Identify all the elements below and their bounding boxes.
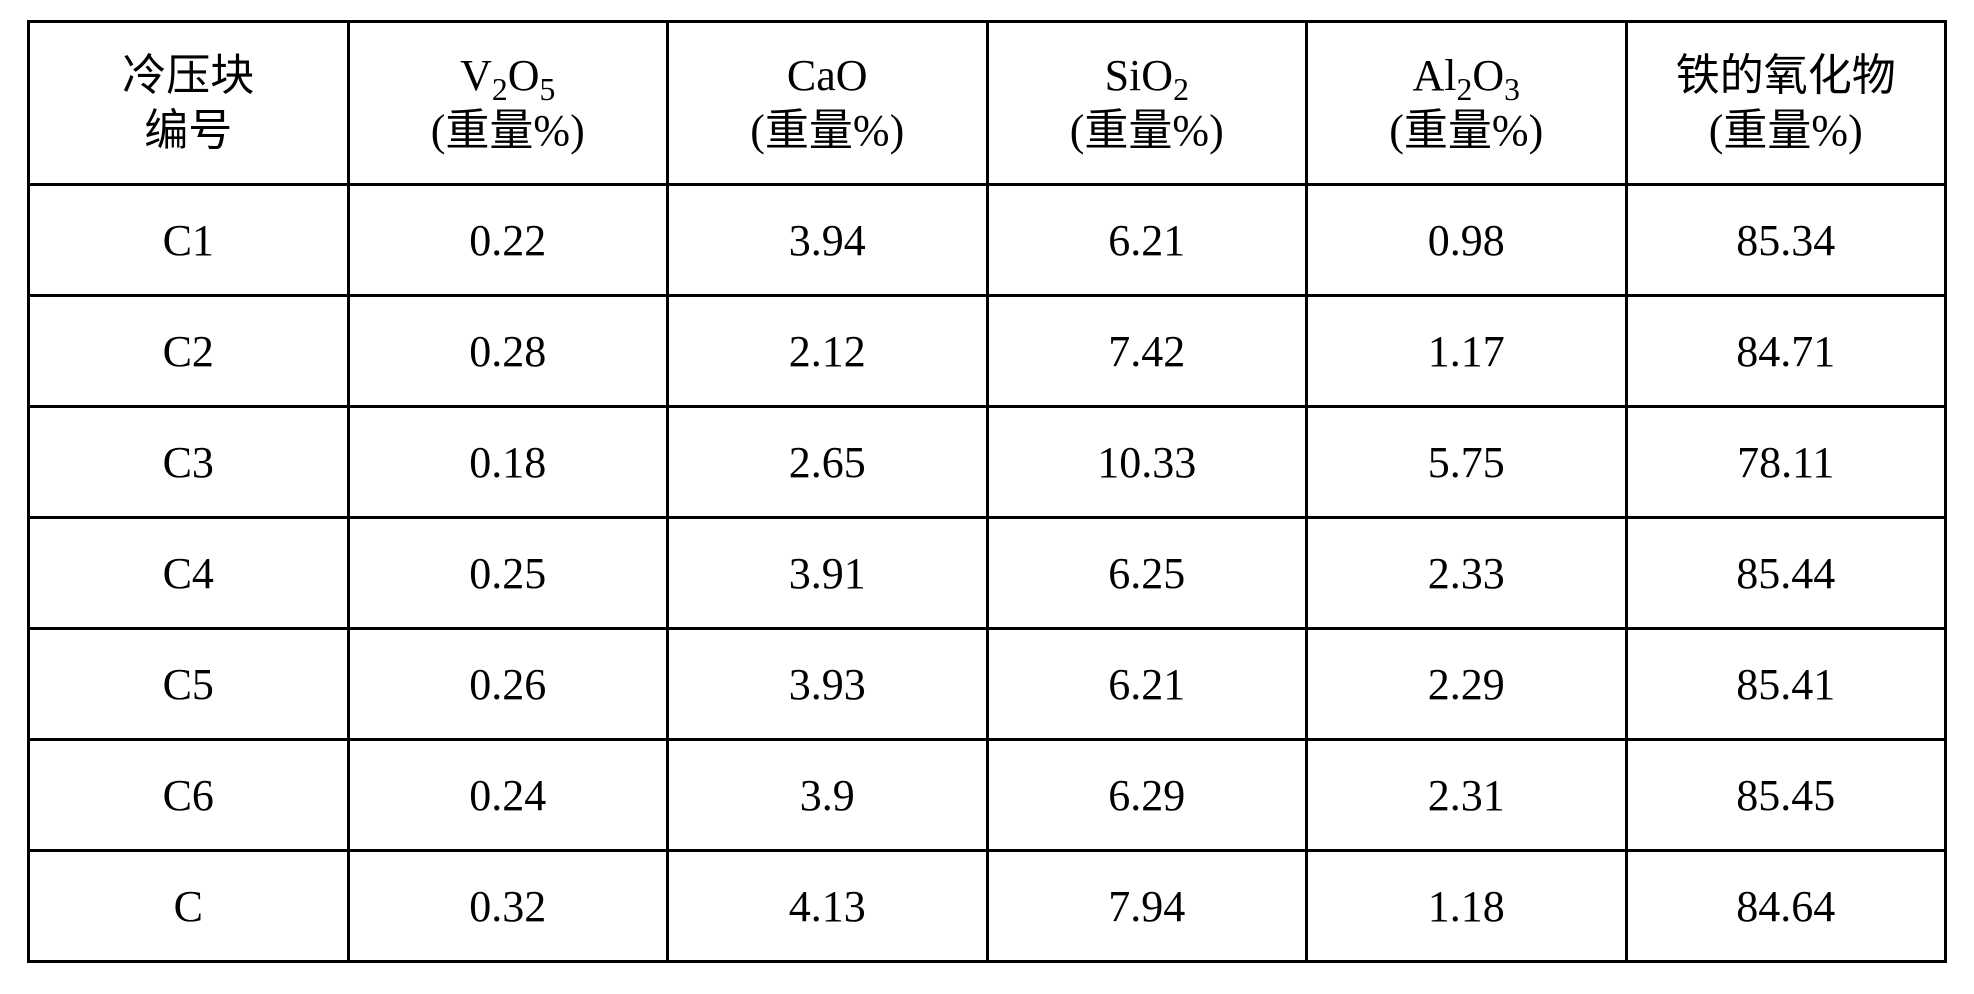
col-header-al2o3-unit: (重量%) <box>1308 103 1625 158</box>
table-row: C 0.32 4.13 7.94 1.18 84.64 <box>29 851 1946 962</box>
cell-id: C6 <box>29 740 349 851</box>
col-header-iron-oxide: 铁的氧化物 (重量%) <box>1626 22 1946 185</box>
table-row: C3 0.18 2.65 10.33 5.75 78.11 <box>29 407 1946 518</box>
col-header-al2o3: Al2O3 (重量%) <box>1307 22 1627 185</box>
cell-v2o5: 0.25 <box>348 518 668 629</box>
cell-sio2: 6.29 <box>987 740 1307 851</box>
table-row: C4 0.25 3.91 6.25 2.33 85.44 <box>29 518 1946 629</box>
cell-v2o5: 0.26 <box>348 629 668 740</box>
col-header-sio2: SiO2 (重量%) <box>987 22 1307 185</box>
cell-id: C2 <box>29 296 349 407</box>
cell-id: C3 <box>29 407 349 518</box>
cell-v2o5: 0.22 <box>348 185 668 296</box>
col-header-sio2-formula: SiO2 <box>989 48 1306 103</box>
cell-id: C <box>29 851 349 962</box>
col-header-v2o5-formula: V2O5 <box>350 48 667 103</box>
cell-al2o3: 1.18 <box>1307 851 1627 962</box>
cell-al2o3: 5.75 <box>1307 407 1627 518</box>
table-header: 冷压块 编号 V2O5 (重量%) CaO (重量%) SiO2 (重量%) A… <box>29 22 1946 185</box>
col-header-id-line2: 编号 <box>30 103 347 158</box>
table-row: C1 0.22 3.94 6.21 0.98 85.34 <box>29 185 1946 296</box>
cell-iron-oxide: 78.11 <box>1626 407 1946 518</box>
cell-al2o3: 1.17 <box>1307 296 1627 407</box>
composition-table: 冷压块 编号 V2O5 (重量%) CaO (重量%) SiO2 (重量%) A… <box>27 20 1947 963</box>
cell-al2o3: 2.33 <box>1307 518 1627 629</box>
cell-al2o3: 2.29 <box>1307 629 1627 740</box>
cell-sio2: 6.25 <box>987 518 1307 629</box>
table-header-row: 冷压块 编号 V2O5 (重量%) CaO (重量%) SiO2 (重量%) A… <box>29 22 1946 185</box>
col-header-v2o5: V2O5 (重量%) <box>348 22 668 185</box>
table-row: C2 0.28 2.12 7.42 1.17 84.71 <box>29 296 1946 407</box>
cell-iron-oxide: 84.64 <box>1626 851 1946 962</box>
cell-iron-oxide: 85.41 <box>1626 629 1946 740</box>
col-header-iron-oxide-line2: (重量%) <box>1628 103 1945 158</box>
table-body: C1 0.22 3.94 6.21 0.98 85.34 C2 0.28 2.1… <box>29 185 1946 962</box>
col-header-id: 冷压块 编号 <box>29 22 349 185</box>
col-header-v2o5-unit: (重量%) <box>350 103 667 158</box>
cell-id: C1 <box>29 185 349 296</box>
cell-cao: 3.93 <box>668 629 988 740</box>
cell-cao: 2.65 <box>668 407 988 518</box>
col-header-iron-oxide-line1: 铁的氧化物 <box>1628 48 1945 103</box>
cell-v2o5: 0.24 <box>348 740 668 851</box>
cell-cao: 3.91 <box>668 518 988 629</box>
cell-sio2: 7.42 <box>987 296 1307 407</box>
col-header-sio2-unit: (重量%) <box>989 103 1306 158</box>
cell-iron-oxide: 85.44 <box>1626 518 1946 629</box>
cell-cao: 2.12 <box>668 296 988 407</box>
cell-sio2: 7.94 <box>987 851 1307 962</box>
table-row: C5 0.26 3.93 6.21 2.29 85.41 <box>29 629 1946 740</box>
cell-cao: 3.9 <box>668 740 988 851</box>
cell-cao: 3.94 <box>668 185 988 296</box>
cell-sio2: 6.21 <box>987 629 1307 740</box>
cell-sio2: 10.33 <box>987 407 1307 518</box>
cell-iron-oxide: 85.45 <box>1626 740 1946 851</box>
cell-sio2: 6.21 <box>987 185 1307 296</box>
col-header-al2o3-formula: Al2O3 <box>1308 48 1625 103</box>
cell-id: C5 <box>29 629 349 740</box>
cell-id: C4 <box>29 518 349 629</box>
cell-al2o3: 0.98 <box>1307 185 1627 296</box>
cell-iron-oxide: 85.34 <box>1626 185 1946 296</box>
col-header-cao-formula: CaO <box>669 48 986 103</box>
cell-v2o5: 0.32 <box>348 851 668 962</box>
table-row: C6 0.24 3.9 6.29 2.31 85.45 <box>29 740 1946 851</box>
cell-al2o3: 2.31 <box>1307 740 1627 851</box>
cell-iron-oxide: 84.71 <box>1626 296 1946 407</box>
col-header-cao-unit: (重量%) <box>669 103 986 158</box>
col-header-id-line1: 冷压块 <box>30 48 347 103</box>
cell-v2o5: 0.28 <box>348 296 668 407</box>
cell-v2o5: 0.18 <box>348 407 668 518</box>
col-header-cao: CaO (重量%) <box>668 22 988 185</box>
cell-cao: 4.13 <box>668 851 988 962</box>
